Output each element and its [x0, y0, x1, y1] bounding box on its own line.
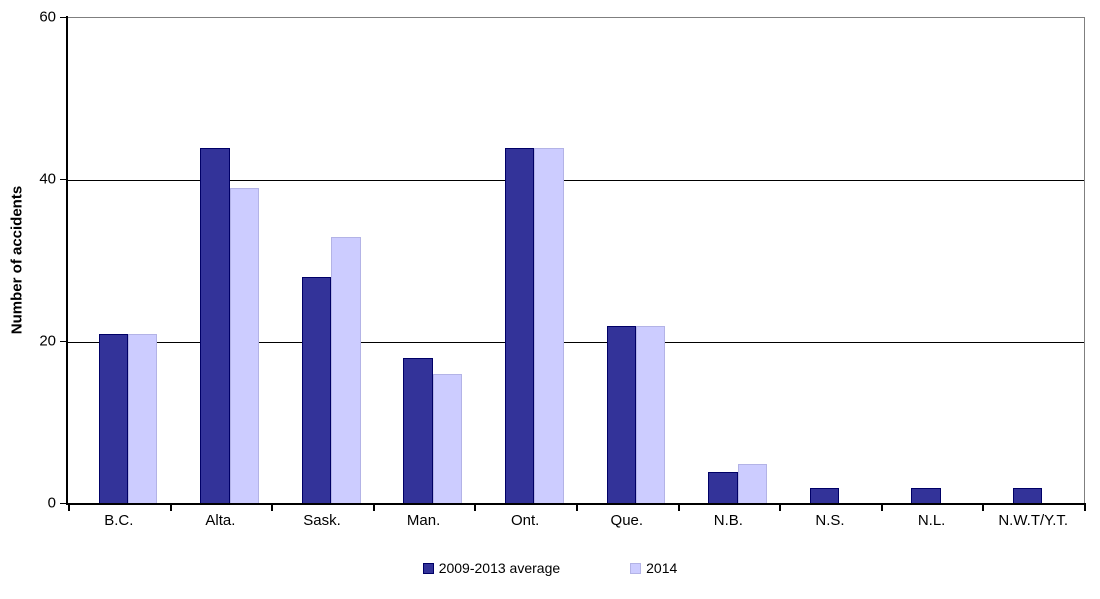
bar-2009-2013-average-n-b — [708, 471, 738, 504]
bar-2014-que — [635, 325, 666, 504]
x-tick-3 — [372, 505, 375, 511]
bar-2009-2013-average-b-c — [98, 333, 128, 504]
x-tick-1 — [169, 505, 172, 511]
x-label-sask: Sask. — [303, 512, 341, 529]
y-tick-0 — [60, 503, 67, 504]
y-tick-20 — [60, 341, 67, 342]
y-tick-40 — [60, 179, 67, 180]
x-label-que: Que. — [610, 512, 644, 529]
legend-item-2009-2013-average: 2009-2013 average — [422, 560, 561, 576]
y-tick-label-20: 20 — [39, 332, 56, 350]
y-axis-line — [66, 16, 68, 505]
x-label-alta: Alta. — [205, 512, 236, 529]
legend-label-2009-2013-average: 2009-2013 average — [438, 560, 561, 576]
x-tick-8 — [880, 505, 883, 511]
gridline-40 — [68, 180, 1084, 181]
bar-2014-man — [432, 374, 463, 504]
x-tick-9 — [982, 505, 985, 511]
legend: 2009-2013 average 2014 — [0, 560, 1100, 576]
x-label-n-l: N.L. — [917, 512, 946, 529]
bar-2009-2013-average-ont — [504, 147, 535, 504]
x-tick-6 — [677, 505, 680, 511]
bar-2009-2013-average-n-l — [911, 487, 941, 504]
x-label-n-s: N.S. — [815, 512, 845, 529]
x-label-man: Man. — [406, 512, 441, 529]
y-tick-label-60: 60 — [39, 8, 56, 26]
y-tick-60 — [60, 17, 67, 18]
bar-2014-n-b — [737, 463, 767, 504]
bar-2014-alta — [229, 188, 259, 504]
x-tick-5 — [576, 505, 578, 511]
x-tick-7 — [779, 505, 782, 511]
x-label-b-c: B.C. — [104, 512, 134, 529]
legend-label-2014: 2014 — [646, 560, 678, 576]
x-axis-line — [66, 503, 1086, 505]
x-tick-2 — [271, 505, 274, 511]
bar-2009-2013-average-n-w-t-y-t — [1012, 487, 1043, 504]
plot-area — [68, 17, 1085, 504]
bar-2009-2013-average-que — [606, 325, 636, 504]
y-tick-label-40: 40 — [39, 170, 56, 188]
bar-2014-sask — [331, 236, 361, 504]
bar-2009-2013-average-n-s — [809, 487, 840, 504]
bar-2009-2013-average-sask — [301, 277, 332, 504]
y-axis-title: Number of accidents — [8, 185, 26, 335]
bar-2009-2013-average-alta — [200, 147, 230, 504]
legend-item-2014: 2014 — [630, 560, 677, 576]
x-label-n-b: N.B. — [713, 512, 743, 529]
gridline-20 — [68, 342, 1084, 343]
x-label-ont: Ont. — [511, 512, 540, 529]
x-tick-0 — [68, 505, 70, 511]
legend-swatch-light-lavender — [630, 562, 642, 574]
x-label-n-w-t-y-t: N.W.T/Y.T. — [998, 512, 1069, 529]
x-tick-10 — [1084, 505, 1086, 511]
x-tick-4 — [474, 505, 477, 511]
bar-2014-b-c — [127, 333, 158, 504]
bar-2009-2013-average-man — [403, 358, 433, 504]
bar-2014-ont — [534, 147, 564, 504]
y-tick-label-0: 0 — [47, 494, 56, 512]
legend-swatch-dark-blue — [422, 562, 434, 574]
